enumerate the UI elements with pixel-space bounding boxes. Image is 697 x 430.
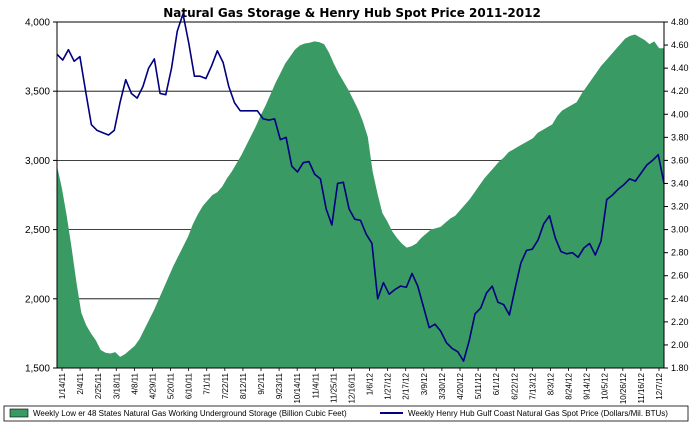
- y-right-tick-label: 4.20: [671, 86, 689, 96]
- legend-box: [3, 405, 689, 422]
- x-tick-label: 9/23/11: [275, 372, 284, 399]
- x-tick-label: 2/17/12: [402, 372, 411, 399]
- x-tick-label: 8/12/11: [239, 372, 248, 399]
- x-tick-label: 10/26/12: [619, 372, 628, 404]
- y-right-tick-label: 3.20: [671, 202, 689, 212]
- x-tick-label: 6/1/12: [492, 372, 501, 395]
- price-line-layer: [56, 13, 665, 362]
- x-tick-label: 1/14/11: [58, 372, 67, 399]
- legend-label-price: Weekly Henry Hub Gulf Coast Natural Gas …: [408, 409, 668, 418]
- storage-area: [57, 34, 664, 369]
- x-tick-label: 8/3/12: [546, 372, 555, 395]
- x-tick-label: 7/13/12: [528, 372, 537, 399]
- x-tick-label: 3/18/11: [112, 372, 121, 399]
- plot-frame: [56, 21, 665, 369]
- x-tick-label: 8/24/12: [565, 372, 574, 399]
- y-axis-right: 1.80 2.00 2.20 2.40 2.60 2.80 3.00 3.20 3.40 3.60…: [664, 17, 689, 373]
- y-left-tick-label: 4,000: [25, 18, 50, 29]
- x-tick-label: 2/4/11: [76, 372, 85, 394]
- x-tick-label: 3/9/12: [420, 372, 429, 395]
- y-left-tick-label: 2,000: [25, 294, 50, 305]
- y-right-tick-label: 4.00: [671, 109, 689, 119]
- chart-title: Natural Gas Storage & Henry Hub Spot Pri…: [163, 6, 541, 20]
- x-tick-label: 9/2/11: [257, 372, 266, 394]
- y-left-tick-label: 1,500: [25, 364, 50, 375]
- y-right-tick-label: 2.60: [671, 271, 689, 281]
- x-tick-label: 4/8/11: [130, 372, 139, 394]
- x-tick-label: 5/11/12: [474, 372, 483, 399]
- x-tick-label: 11/25/11: [329, 372, 338, 403]
- x-tick-label: 12/16/11: [347, 372, 356, 403]
- y-right-tick-label: 3.60: [671, 155, 689, 165]
- y-right-tick-label: 2.20: [671, 317, 689, 327]
- x-tick-label: 12/7/12: [655, 372, 664, 399]
- y-right-tick-label: 2.80: [671, 248, 689, 258]
- x-tick-label: 11/16/12: [637, 372, 646, 403]
- x-tick-label: 1/27/12: [384, 372, 393, 399]
- y-right-tick-label: 2.40: [671, 294, 689, 304]
- y-right-tick-label: 3.00: [671, 225, 689, 235]
- x-tick-label: 10/5/12: [601, 372, 610, 399]
- y-axis-left: 1,500 2,000 2,500 3,000 3,500 4,000: [25, 18, 57, 375]
- plot-border: [56, 21, 665, 369]
- storage-area-layer: [57, 34, 664, 369]
- y-right-tick-label: 1.80: [671, 363, 689, 373]
- x-tick-label: 6/22/12: [510, 372, 519, 399]
- x-tick-label: 2/25/11: [94, 372, 103, 399]
- x-tick-label: 4/29/11: [148, 372, 157, 399]
- legend-label-storage: Weekly Low er 48 States Natural Gas Work…: [33, 409, 347, 418]
- x-tick-label: 1/6/12: [366, 372, 375, 395]
- y-right-tick-label: 4.60: [671, 40, 689, 50]
- x-tick-label: 3/30/12: [438, 372, 447, 399]
- x-tick-label: 7/22/11: [221, 372, 230, 399]
- x-tick-label: 4/20/12: [456, 372, 465, 399]
- y-left-tick-label: 3,500: [25, 87, 50, 98]
- y-right-tick-label: 3.80: [671, 132, 689, 142]
- x-tick-label: 7/1/11: [203, 372, 212, 394]
- x-tick-label: 5/20/11: [167, 372, 176, 399]
- y-left-tick-label: 2,500: [25, 225, 50, 236]
- legend-swatch-storage: [9, 408, 29, 418]
- x-tick-label: 6/10/11: [185, 372, 194, 399]
- y-right-tick-label: 4.80: [671, 17, 689, 27]
- x-tick-label: 11/4/11: [311, 372, 320, 398]
- x-tick-label: 10/14/11: [293, 372, 302, 403]
- y-right-tick-label: 3.40: [671, 178, 689, 188]
- x-tick-label: 9/14/12: [583, 372, 592, 399]
- legend: Weekly Low er 48 States Natural Gas Work…: [3, 405, 689, 422]
- x-axis: 1/14/11 2/4/11 2/25/11 3/18/11 4/8/11 4/29/11…: [58, 368, 664, 404]
- y-left-tick-label: 3,000: [25, 156, 50, 167]
- y-right-tick-label: 2.00: [671, 340, 689, 350]
- price-line: [56, 13, 665, 362]
- y-right-tick-label: 4.40: [671, 63, 689, 73]
